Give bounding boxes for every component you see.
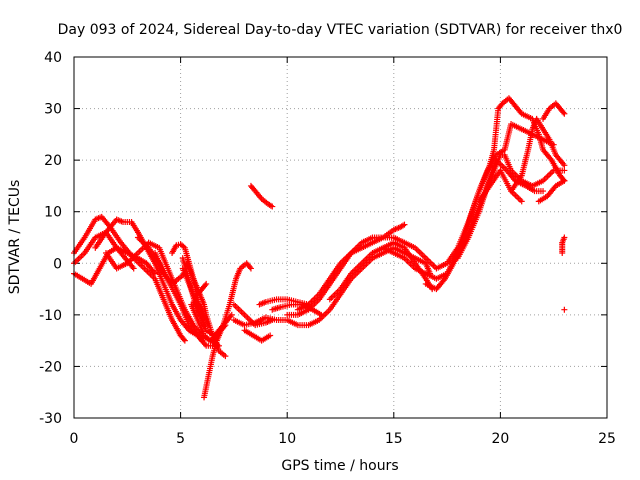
data-point	[203, 280, 210, 287]
y-tick-label: -30	[39, 411, 62, 427]
x-tick-label: 10	[278, 431, 296, 447]
y-tick-label: 20	[44, 153, 62, 169]
data-point	[180, 336, 187, 343]
series-track-14	[183, 260, 229, 360]
data-point	[561, 162, 568, 169]
data-point	[228, 311, 235, 318]
y-tick-label: -10	[39, 308, 62, 324]
y-tick-label: 40	[44, 50, 62, 66]
series-track-22	[294, 234, 451, 313]
data-point	[267, 332, 274, 339]
tick-labels: 0 5 10 15 20 25 -30 -20 -10 0 10 20 30 40	[39, 50, 616, 447]
x-tick-label: 20	[491, 431, 509, 447]
y-tick-label: 0	[53, 256, 62, 272]
data-point	[561, 306, 568, 313]
data-point	[540, 188, 547, 195]
data-point	[202, 282, 209, 289]
data-point	[221, 323, 228, 330]
x-axis-label: GPS time / hours	[281, 458, 398, 474]
x-tick-label: 0	[70, 431, 79, 447]
series-track-1	[71, 213, 188, 344]
data-point	[222, 353, 229, 360]
series-track-30	[535, 177, 568, 205]
y-axis-label: SDTVAR / TECUs	[7, 180, 23, 295]
data-point	[318, 311, 325, 318]
plot-points	[71, 95, 568, 401]
data-point	[152, 270, 159, 277]
x-tick-label: 25	[598, 431, 616, 447]
data-point	[561, 167, 568, 174]
y-tick-label: -20	[39, 359, 62, 375]
data-point	[246, 264, 253, 271]
series-track-24	[380, 151, 568, 282]
chart-title: Day 093 of 2024, Sidereal Day-to-day VTE…	[58, 22, 623, 38]
data-point	[181, 337, 188, 344]
series-track-16	[230, 301, 276, 329]
data-point	[518, 198, 525, 205]
series-track-33	[561, 306, 568, 313]
data-point	[561, 110, 568, 117]
plot-frame	[73, 56, 608, 419]
data-point	[247, 265, 254, 272]
series-track-27	[454, 157, 547, 262]
series-track-13	[201, 322, 229, 401]
series-track-31	[540, 100, 568, 122]
data-point	[561, 234, 568, 241]
data-point	[561, 177, 568, 184]
y-tick-label: 10	[44, 205, 62, 221]
data-point	[222, 322, 229, 329]
data-point	[560, 109, 567, 116]
grid	[74, 57, 607, 418]
series-track-17	[241, 327, 274, 344]
data-point	[269, 203, 276, 210]
series-track-15	[247, 182, 276, 210]
x-tick-label: 15	[385, 431, 403, 447]
data-point	[401, 221, 408, 228]
series-track-29	[508, 115, 568, 195]
ticks	[73, 56, 608, 419]
y-tick-label: 30	[44, 102, 62, 118]
x-tick-label: 5	[176, 431, 185, 447]
data-point	[130, 265, 137, 272]
series-track-32	[559, 234, 568, 256]
series-track-18	[230, 244, 434, 329]
